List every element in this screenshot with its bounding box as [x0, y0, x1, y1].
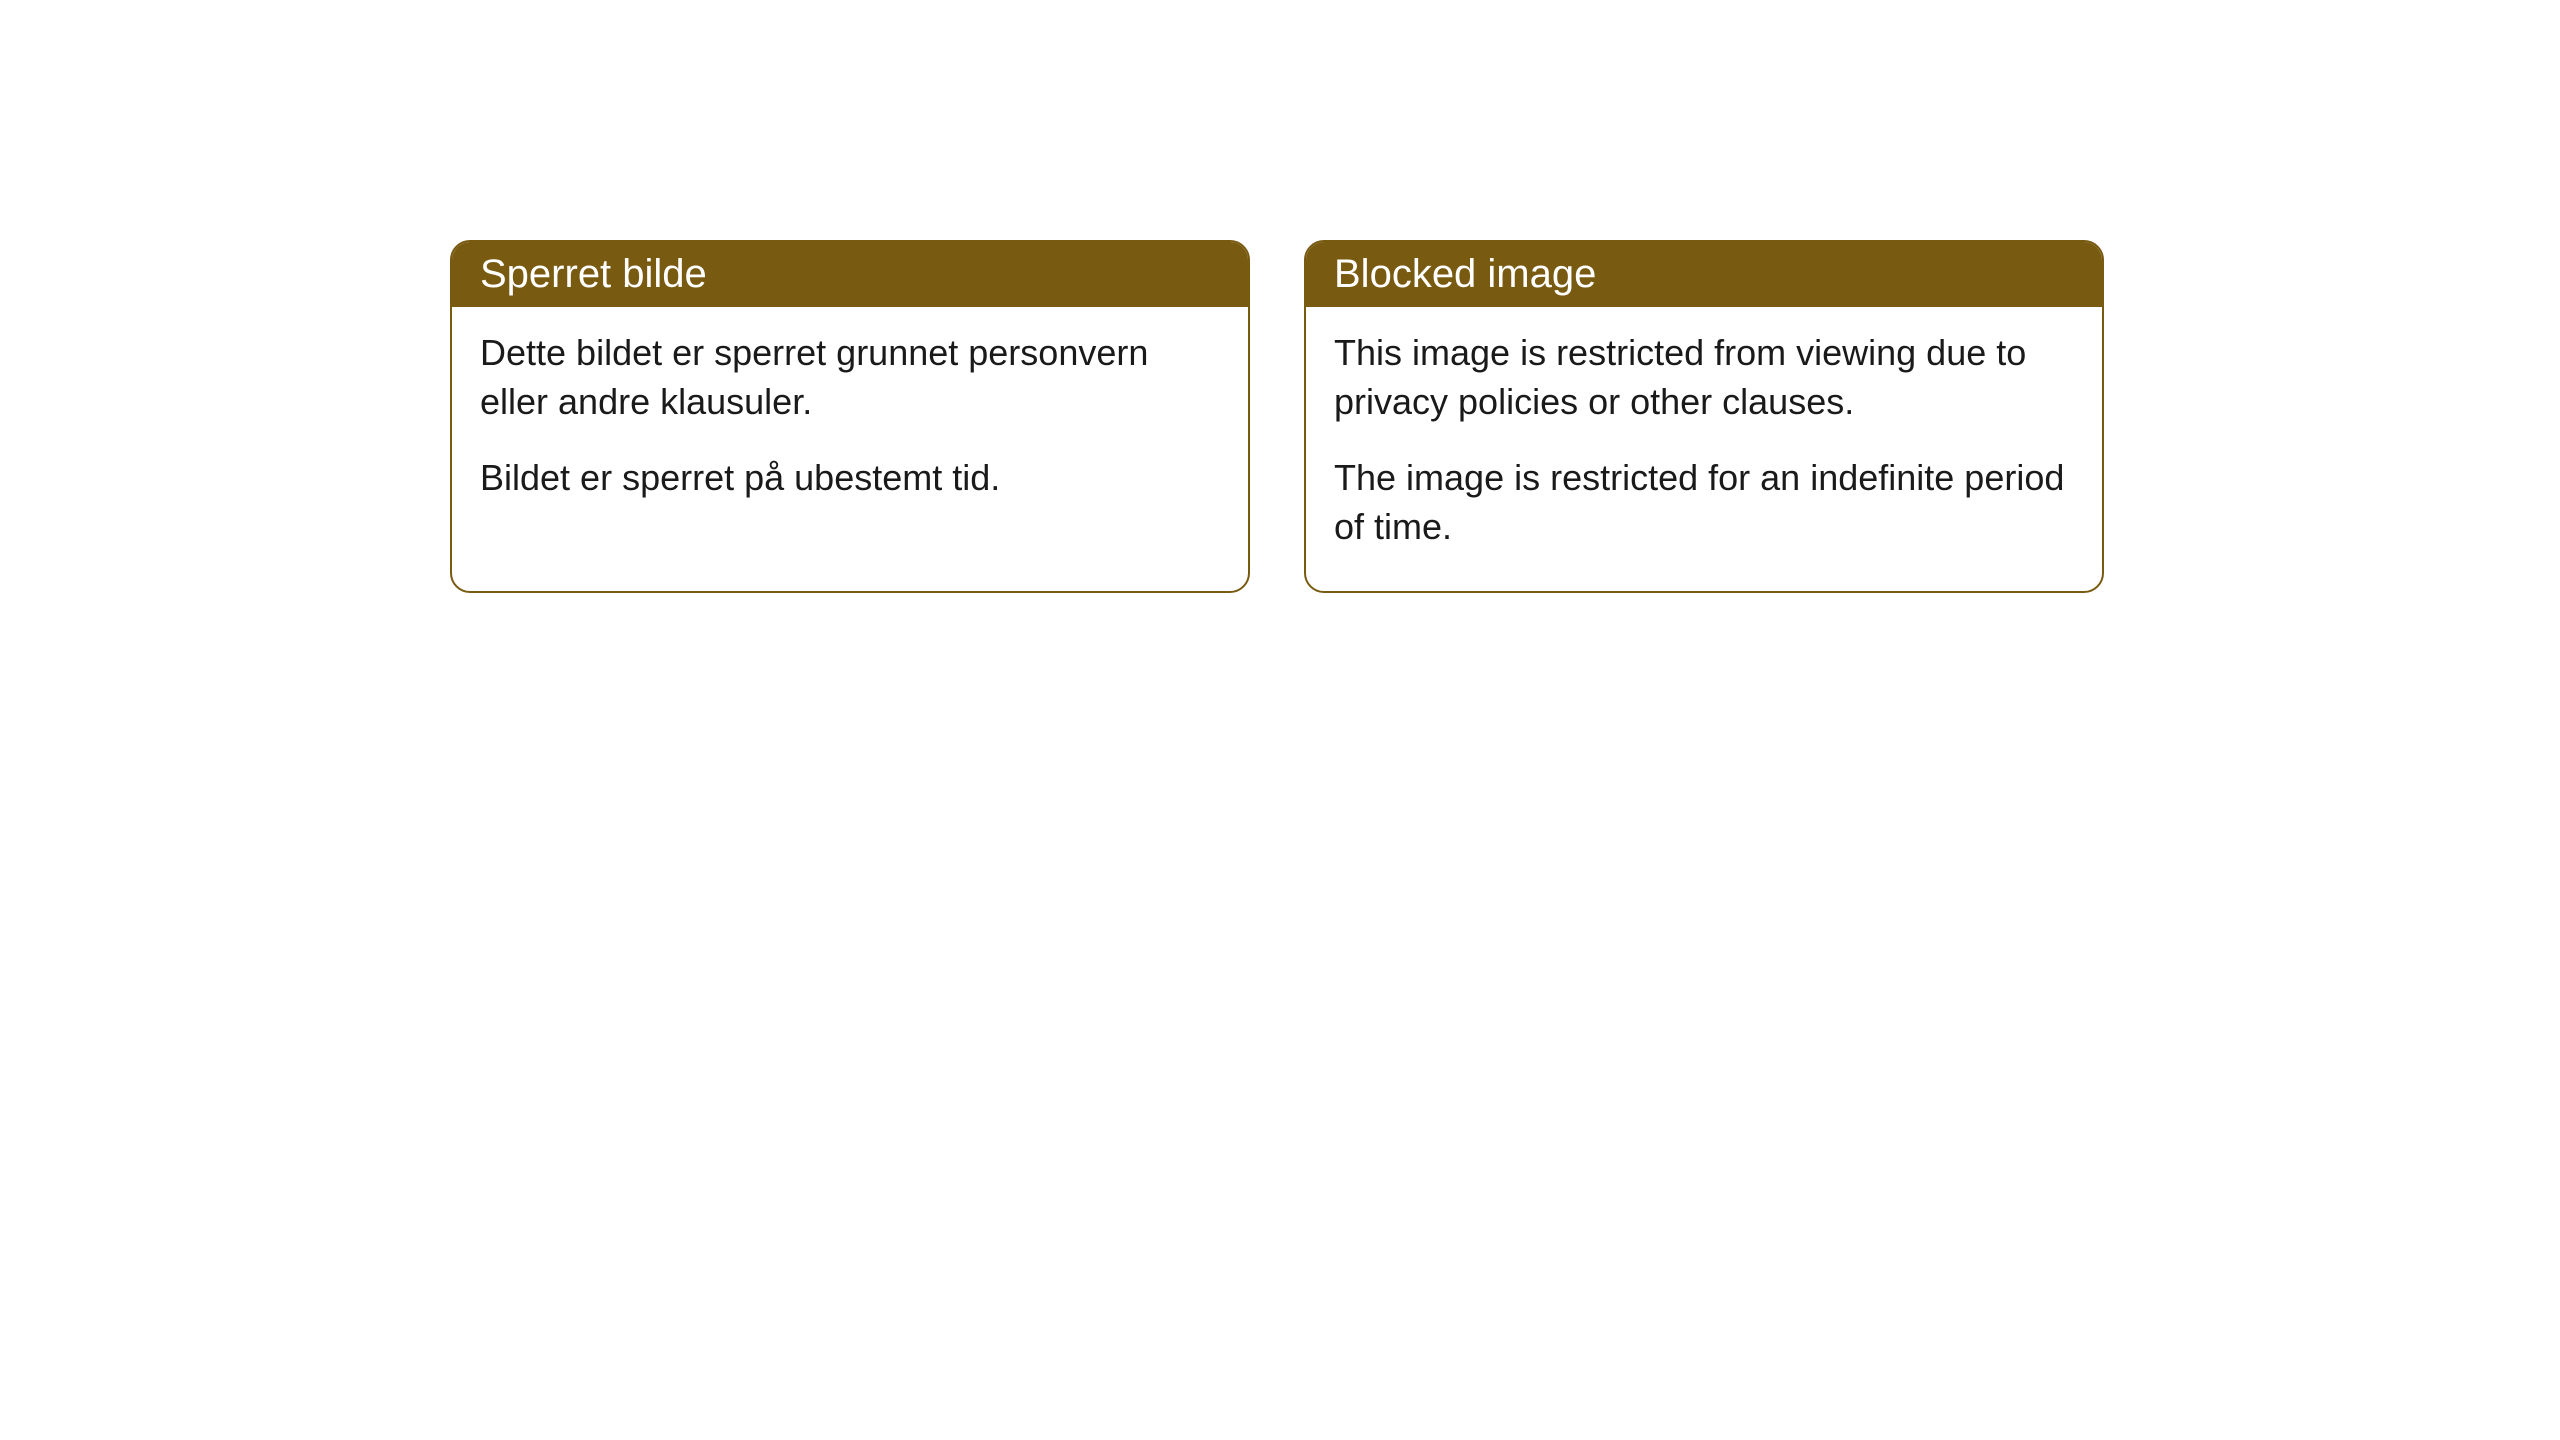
card-paragraph: Bildet er sperret på ubestemt tid. — [480, 454, 1220, 503]
blocked-image-card-english: Blocked image This image is restricted f… — [1304, 240, 2104, 593]
card-paragraph: This image is restricted from viewing du… — [1334, 329, 2074, 426]
card-body: Dette bildet er sperret grunnet personve… — [452, 307, 1248, 543]
card-header: Sperret bilde — [452, 242, 1248, 307]
blocked-image-card-norwegian: Sperret bilde Dette bildet er sperret gr… — [450, 240, 1250, 593]
card-header: Blocked image — [1306, 242, 2102, 307]
card-paragraph: The image is restricted for an indefinit… — [1334, 454, 2074, 551]
card-title: Sperret bilde — [480, 252, 707, 296]
card-title: Blocked image — [1334, 252, 1596, 296]
card-paragraph: Dette bildet er sperret grunnet personve… — [480, 329, 1220, 426]
notice-cards-container: Sperret bilde Dette bildet er sperret gr… — [0, 0, 2560, 593]
card-body: This image is restricted from viewing du… — [1306, 307, 2102, 591]
